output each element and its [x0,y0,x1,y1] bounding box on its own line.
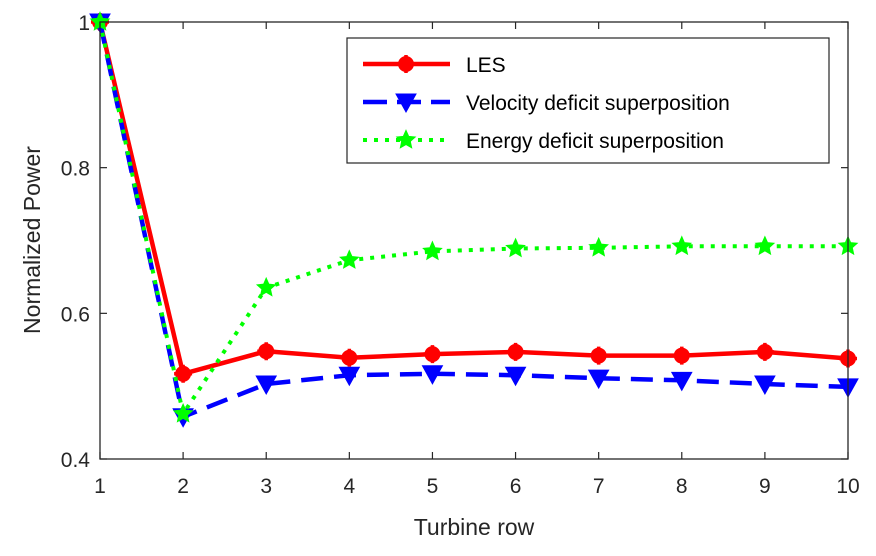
data-point-energy-deficit-superposition [172,402,194,423]
data-point-les-cross [755,342,774,361]
data-point-energy-deficit-superposition [588,236,609,257]
data-point-velocity-deficit-superposition [670,371,693,392]
legend: LES Velocity deficit superposition Energy … [346,37,830,164]
data-point-velocity-deficit-superposition [338,366,361,387]
data-point-energy-deficit-superposition [754,235,776,256]
data-point-energy-deficit-superposition [255,276,277,297]
series-line-energy-deficit-superposition [98,21,848,416]
legend-label-les: LES [466,54,506,77]
x-tick-label: 7 [593,475,605,498]
plot-series [89,11,859,428]
axis-ticks: 1 2 3 4 5 6 7 8 9 10 0.4 0.6 0.8 1 [61,12,860,498]
legend-box [346,37,830,164]
data-point-energy-deficit-superposition [422,240,443,261]
legend-marker-velocity-deficit-superposition [395,93,417,114]
data-point-velocity-deficit-superposition [504,366,527,387]
data-point-les-cross [423,345,442,364]
x-tick-label: 1 [94,475,106,498]
data-point-energy-deficit-superposition [671,235,693,256]
y-tick-label: 1 [78,12,90,35]
x-tick-label: 4 [343,475,355,498]
x-tick-label: 8 [676,475,688,498]
data-point-les-cross [340,348,359,367]
series-line-les [97,21,849,377]
x-tick-label: 6 [510,475,522,498]
y-tick-label: 0.8 [61,158,90,181]
data-point-velocity-deficit-superposition [255,375,278,396]
data-point-velocity-deficit-superposition [754,375,776,396]
data-point-les-cross [257,342,276,361]
series-velocity-deficit-superposition [89,13,859,428]
data-point-les-cross [506,342,525,361]
x-tick-label: 3 [260,475,272,498]
data-point-energy-deficit-superposition [339,249,360,269]
legend-marker-les-cross [397,55,415,73]
data-point-velocity-deficit-superposition [421,365,444,385]
y-tick-label: 0.6 [61,303,90,326]
data-point-les-cross [174,364,193,383]
x-axis-label: Turbine row [414,514,535,540]
data-point-velocity-deficit-superposition [587,369,610,390]
data-point-les-cross [672,346,691,365]
data-point-energy-deficit-superposition [505,237,526,258]
x-tick-label: 9 [759,475,771,498]
x-tick-label: 5 [427,475,439,498]
y-axis-label: Normalized Power [19,146,45,334]
series-line-velocity-deficit-superposition [97,21,849,420]
data-point-les-cross [589,346,608,365]
legend-label-velocity-deficit-superposition: Velocity deficit superposition [466,92,730,115]
legend-marker-energy-deficit-superposition [395,129,417,149]
x-tick-label: 2 [177,475,189,498]
x-tick-label: 10 [836,475,859,498]
plot-frame [99,21,849,460]
y-tick-label: 0.4 [61,449,91,472]
legend-label-energy-deficit-superposition: Energy deficit superposition [466,130,724,153]
